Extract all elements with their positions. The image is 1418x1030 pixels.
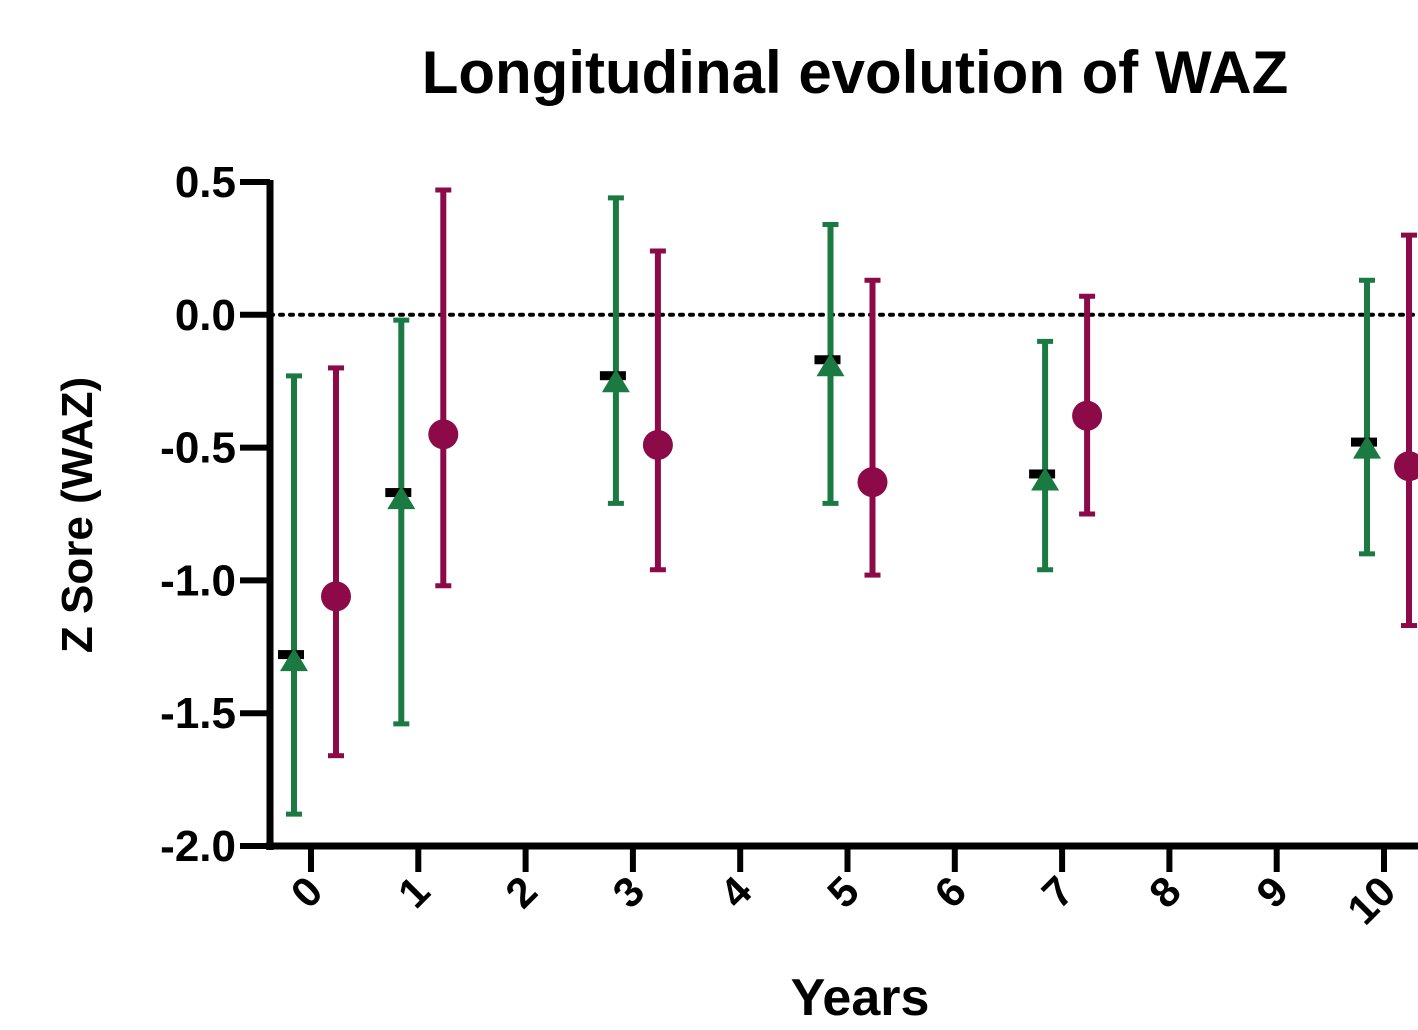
x-tick-label: 3: [604, 867, 654, 917]
circle-marker: [642, 429, 673, 460]
y-tick-label: -0.5: [160, 424, 236, 473]
x-tick-label: 9: [1247, 867, 1297, 917]
triangle-marker: [601, 369, 630, 393]
x-tick-label: 6: [925, 867, 975, 917]
circle-marker: [1072, 400, 1103, 431]
circle-marker: [857, 467, 888, 498]
y-tick-label: 0.5: [175, 158, 236, 207]
y-tick-label: -2.0: [160, 822, 236, 871]
data-layer: [278, 187, 1418, 817]
circle-marker: [1394, 451, 1418, 482]
triangle-marker: [1031, 467, 1060, 491]
x-tick-label: 5: [818, 867, 868, 917]
y-axis-label: Z Sore (WAZ): [53, 376, 102, 654]
x-tick-label: 2: [496, 867, 546, 917]
triangle-marker: [387, 485, 416, 510]
y-tick-label: -1.0: [160, 556, 236, 605]
axes: 0.5 0.0 -0.5 -1.0 -1.5 -2.0 0 1 2 3 4 5 6 7 8 9 10: [160, 158, 1418, 933]
x-tick-label: 0: [282, 867, 332, 917]
x-tick-label: 1: [389, 867, 439, 917]
y-tick-label: 0.0: [175, 291, 236, 340]
chart-title: Longitudinal evolution of WAZ: [421, 39, 1289, 106]
x-tick-label: 10: [1338, 867, 1404, 933]
circle-marker: [321, 581, 351, 612]
circle-marker: [428, 419, 459, 450]
triangle-marker: [280, 647, 308, 672]
x-axis-label: Years: [790, 969, 930, 1027]
x-tick-label: 4: [711, 867, 761, 917]
x-tick-label: 8: [1140, 867, 1190, 917]
triangle-marker: [1353, 435, 1381, 459]
y-tick-label: -1.5: [160, 689, 236, 738]
x-tick-label: 7: [1033, 867, 1083, 917]
triangle-marker: [816, 353, 845, 377]
